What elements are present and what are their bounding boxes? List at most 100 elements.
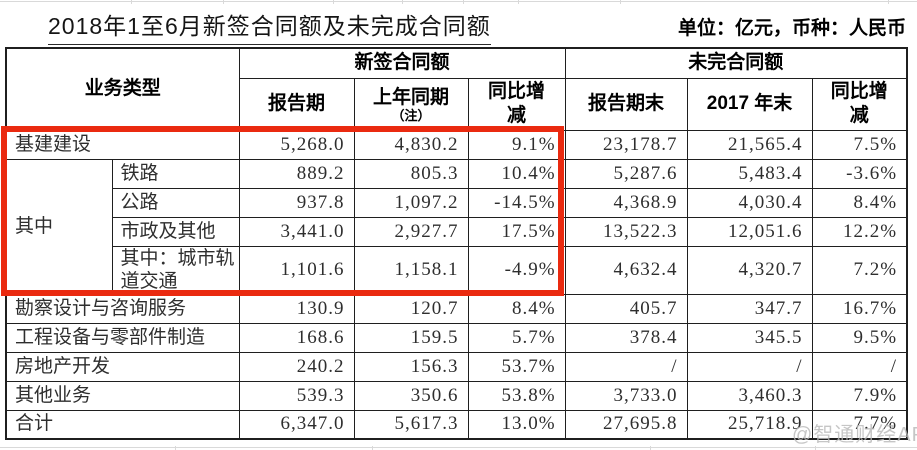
cell: 53.7% — [467, 352, 566, 382]
header-report-period-end: 报告期末 — [564, 77, 688, 131]
cell: 25,718.9 — [686, 410, 813, 439]
grid-remnant-top — [0, 1, 917, 2]
header-row-groups: 业务类型 新签合同额 未完合同额 — [5, 47, 908, 131]
cell: 240.2 — [238, 352, 355, 382]
contracts-table: 业务类型 新签合同额 未完合同额 报告期 上年同期 （注） 同比增减 报告期末 … — [5, 47, 909, 440]
grid-remnant-tick — [223, 0, 224, 4]
cell: 3,441.0 — [238, 216, 355, 247]
row-label: 工程设备与零部件制造 — [5, 323, 240, 353]
cell: 5,483.4 — [686, 158, 813, 189]
table-row-equipment-manufacturing: 工程设备与零部件制造 168.6 159.5 5.7% 378.4 345.5 … — [5, 323, 908, 353]
header-2017-end: 2017 年末 — [686, 77, 813, 131]
header-backlog-group: 未完合同额 — [564, 47, 908, 79]
row-label: 合计 — [5, 410, 240, 439]
cell: 4,030.4 — [686, 187, 813, 218]
cell: 23,178.7 — [564, 129, 688, 160]
grid-remnant-tick — [620, 0, 621, 4]
cell: 9.1% — [467, 129, 566, 160]
cell: 3,733.0 — [564, 381, 688, 411]
cell: 1,097.2 — [353, 187, 469, 218]
cell: 13,522.3 — [564, 216, 688, 247]
cell: 7.5% — [811, 129, 908, 160]
row-label: 公路 — [111, 187, 240, 218]
cell: -4.9% — [467, 245, 566, 295]
table-row-survey-design: 勘察设计与咨询服务 130.9 120.7 8.4% 405.7 347.7 1… — [5, 294, 908, 324]
cell: 1,101.6 — [238, 245, 355, 295]
header-row-columns: 报告期 上年同期 （注） 同比增减 报告期末 2017 年末 同比增减 — [6, 77, 908, 131]
grid-remnant-tick — [463, 0, 464, 4]
cell: -3.6% — [811, 158, 908, 189]
row-label: 市政及其他 — [111, 216, 240, 247]
cell: 12.2% — [811, 216, 908, 247]
grid-remnant-tick — [518, 0, 519, 4]
header-prior-year-period: 上年同期 （注） — [353, 77, 469, 131]
header-business-type: 业务类型 — [5, 47, 240, 131]
cell: 159.5 — [353, 323, 469, 353]
row-label: 房地产开发 — [5, 352, 240, 382]
cell: 130.9 — [238, 294, 355, 324]
header-yoy-change-backlog: 同比增减 — [811, 77, 908, 131]
row-label: 其中：城市轨道交通 — [111, 245, 240, 295]
page-title: 2018年1至6月新签合同额及未完成合同额 — [48, 7, 491, 45]
cell: 937.8 — [238, 187, 355, 218]
cell: 17.5% — [467, 216, 566, 247]
cell: 16.7% — [811, 294, 908, 324]
cell: 120.7 — [353, 294, 469, 324]
cell: 405.7 — [564, 294, 688, 324]
cell: 347.7 — [686, 294, 813, 324]
cell: 5.7% — [467, 323, 566, 353]
cell: / — [686, 352, 813, 382]
cell: 4,368.9 — [564, 187, 688, 218]
cell: 4,320.7 — [686, 245, 813, 295]
grid-remnant-tick — [402, 0, 403, 4]
cell: 53.8% — [467, 381, 566, 411]
cell: 7.7% — [811, 410, 908, 439]
cell: -14.5% — [467, 187, 566, 218]
cell: 350.6 — [353, 381, 469, 411]
header-new-contracts-group: 新签合同额 — [238, 47, 566, 79]
cell: 10.4% — [467, 158, 566, 189]
grid-remnant-tick — [333, 0, 334, 4]
table-row-other-business: 其他业务 539.3 350.6 53.8% 3,733.0 3,460.3 7… — [5, 381, 908, 411]
cell: 12,051.6 — [686, 216, 813, 247]
cell: 5,287.6 — [564, 158, 688, 189]
cell: 378.4 — [564, 323, 688, 353]
grid-remnant-tick — [131, 0, 132, 4]
cell: 9.5% — [811, 323, 908, 353]
header-yoy-change-new: 同比增减 — [467, 77, 566, 131]
cell: 2,927.7 — [353, 216, 469, 247]
cell: 7.9% — [811, 381, 908, 411]
grid-remnant-bottom — [0, 447, 917, 448]
table-row-infrastructure: 基建建设 5,268.0 4,830.2 9.1% 23,178.7 21,56… — [5, 129, 908, 160]
header-prior-year-label: 上年同期 — [373, 86, 450, 108]
cell: 27,695.8 — [564, 410, 688, 439]
cell: 156.3 — [353, 352, 469, 382]
grid-remnant-tick — [888, 0, 889, 4]
group-label-of-which: 其中 — [5, 158, 113, 295]
cell: 4,830.2 — [353, 129, 469, 160]
cell: 13.0% — [467, 410, 566, 439]
grid-remnant-tick — [372, 446, 373, 450]
cell: 8.4% — [467, 294, 566, 324]
cell: 21,565.4 — [686, 129, 813, 160]
cell: 805.3 — [353, 158, 469, 189]
cell: 168.6 — [238, 323, 355, 353]
cell: 6,347.0 — [238, 410, 355, 439]
grid-remnant-tick — [650, 446, 651, 450]
cell: 5,268.0 — [238, 129, 355, 160]
table-row-total: 合计 6,347.0 5,617.3 13.0% 27,695.8 25,718… — [5, 410, 908, 439]
cell: 345.5 — [686, 323, 813, 353]
table-row-highway: 公路 937.8 1,097.2 -14.5% 4,368.9 4,030.4 … — [6, 187, 908, 218]
cell: 889.2 — [238, 158, 355, 189]
cell: 8.4% — [811, 187, 908, 218]
table-row-real-estate: 房地产开发 240.2 156.3 53.7% / / / — [5, 352, 908, 382]
cell: 5,617.3 — [353, 410, 469, 439]
row-label: 基建建设 — [5, 129, 240, 160]
cell: 4,632.4 — [564, 245, 688, 295]
table-row-municipal: 市政及其他 3,441.0 2,927.7 17.5% 13,522.3 12,… — [6, 216, 908, 247]
row-label: 铁路 — [111, 158, 240, 189]
row-label: 其他业务 — [5, 381, 240, 411]
cell: / — [811, 352, 908, 382]
cell: 539.3 — [238, 381, 355, 411]
